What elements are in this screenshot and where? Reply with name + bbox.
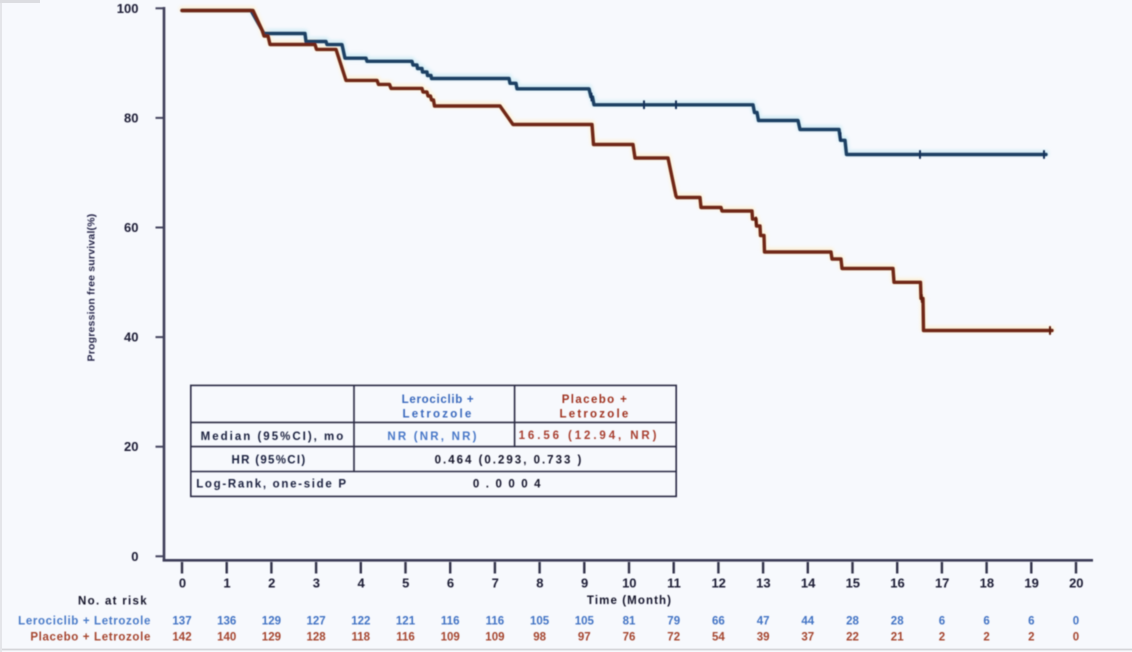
svg-text:13: 13 — [756, 576, 770, 591]
svg-text:97: 97 — [578, 632, 591, 644]
svg-text:15: 15 — [846, 576, 860, 591]
svg-text:20: 20 — [124, 439, 138, 454]
svg-text:105: 105 — [530, 616, 550, 628]
svg-text:7: 7 — [492, 576, 499, 591]
svg-text:66: 66 — [712, 616, 725, 628]
svg-text:28: 28 — [846, 616, 859, 628]
svg-text:Letrozole: Letrozole — [560, 409, 631, 421]
svg-text:22: 22 — [846, 632, 859, 644]
svg-text:Log-Rank, one-side P: Log-Rank, one-side P — [196, 479, 348, 491]
svg-text:5: 5 — [402, 576, 409, 591]
svg-text:129: 129 — [262, 632, 281, 644]
svg-text:21: 21 — [891, 632, 904, 644]
svg-text:0: 0 — [131, 549, 138, 564]
svg-text:109: 109 — [485, 632, 504, 644]
svg-text:No. at risk: No. at risk — [78, 596, 148, 608]
svg-text:0.0004: 0.0004 — [473, 479, 547, 491]
svg-text:14: 14 — [801, 576, 816, 591]
svg-text:Time (Month): Time (Month) — [587, 595, 672, 607]
svg-text:0: 0 — [179, 576, 186, 591]
svg-text:39: 39 — [757, 632, 770, 644]
svg-text:44: 44 — [801, 616, 814, 628]
svg-text:2: 2 — [268, 576, 275, 591]
svg-text:100: 100 — [117, 1, 139, 16]
svg-text:Placebo +: Placebo + — [562, 394, 629, 406]
svg-text:Lerociclib + Letrozole: Lerociclib + Letrozole — [18, 616, 151, 628]
svg-text:NR (NR, NR): NR (NR, NR) — [387, 431, 478, 443]
svg-text:81: 81 — [623, 616, 636, 628]
svg-text:6: 6 — [939, 616, 945, 628]
svg-text:0: 0 — [1073, 632, 1079, 644]
svg-text:129: 129 — [262, 616, 281, 628]
svg-text:0: 0 — [1073, 616, 1079, 628]
svg-text:11: 11 — [667, 576, 681, 591]
svg-text:116: 116 — [396, 632, 415, 644]
svg-text:9: 9 — [581, 576, 588, 591]
svg-text:6: 6 — [983, 616, 989, 628]
svg-text:47: 47 — [757, 616, 770, 628]
svg-text:142: 142 — [172, 632, 191, 644]
svg-text:40: 40 — [124, 330, 138, 345]
svg-text:Letrozole: Letrozole — [403, 409, 474, 421]
svg-text:12: 12 — [711, 576, 725, 591]
svg-text:37: 37 — [801, 632, 814, 644]
svg-text:80: 80 — [124, 110, 138, 125]
svg-text:137: 137 — [172, 616, 191, 628]
svg-text:8: 8 — [536, 576, 543, 591]
svg-text:6: 6 — [1028, 616, 1034, 628]
svg-text:17: 17 — [935, 576, 949, 591]
svg-text:118: 118 — [352, 632, 371, 644]
svg-text:105: 105 — [575, 616, 595, 628]
svg-text:Progression free survival(%): Progression free survival(%) — [86, 214, 98, 362]
svg-text:98: 98 — [533, 632, 546, 644]
svg-text:Placebo + Letrozole: Placebo + Letrozole — [30, 632, 151, 644]
svg-text:10: 10 — [622, 576, 636, 591]
svg-text:Lerociclib +: Lerociclib + — [402, 394, 475, 406]
svg-text:19: 19 — [1024, 576, 1038, 591]
svg-text:122: 122 — [351, 616, 370, 628]
svg-text:HR (95%CI): HR (95%CI) — [232, 455, 307, 467]
svg-text:116: 116 — [486, 616, 505, 628]
svg-text:28: 28 — [891, 616, 904, 628]
svg-text:0.464 (0.293, 0.733 ): 0.464 (0.293, 0.733 ) — [435, 455, 584, 467]
svg-text:54: 54 — [712, 632, 725, 644]
svg-text:140: 140 — [217, 632, 236, 644]
svg-text:1: 1 — [223, 576, 230, 591]
svg-text:2: 2 — [983, 632, 989, 644]
svg-text:121: 121 — [396, 616, 416, 628]
svg-text:79: 79 — [667, 616, 680, 628]
svg-text:Median (95%CI), mo: Median (95%CI), mo — [201, 431, 346, 443]
svg-text:3: 3 — [313, 576, 320, 591]
svg-text:116: 116 — [441, 616, 460, 628]
svg-text:16.56 (12.94, NR): 16.56 (12.94, NR) — [519, 430, 660, 442]
svg-text:136: 136 — [217, 616, 236, 628]
svg-text:6: 6 — [447, 576, 454, 591]
svg-text:128: 128 — [307, 632, 327, 644]
svg-text:127: 127 — [307, 616, 326, 628]
svg-text:2: 2 — [1028, 632, 1034, 644]
svg-text:2: 2 — [939, 632, 945, 644]
svg-text:60: 60 — [124, 220, 138, 235]
svg-text:20: 20 — [1069, 576, 1083, 591]
svg-text:4: 4 — [357, 576, 365, 591]
svg-text:72: 72 — [667, 632, 680, 644]
svg-text:109: 109 — [441, 632, 460, 644]
svg-text:76: 76 — [623, 632, 636, 644]
svg-text:16: 16 — [890, 576, 904, 591]
svg-text:18: 18 — [980, 576, 994, 591]
